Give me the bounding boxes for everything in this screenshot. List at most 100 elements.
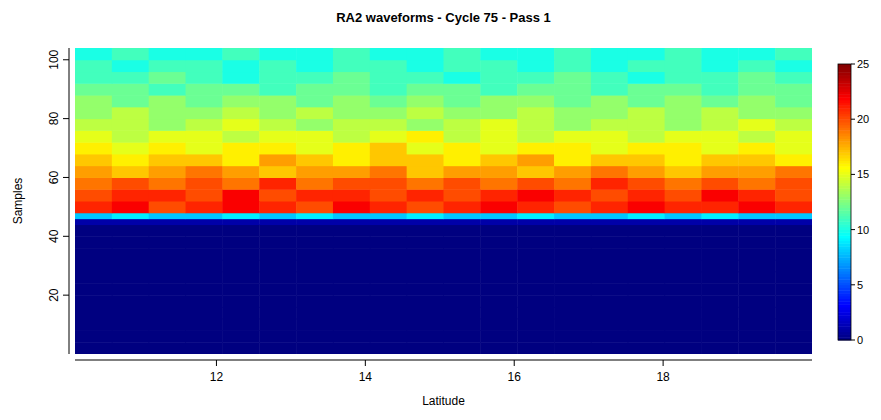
cell: [222, 201, 259, 213]
cell: [591, 219, 628, 225]
cell: [407, 142, 444, 154]
cell: [480, 189, 517, 201]
cell: [738, 225, 775, 237]
cell: [628, 295, 665, 307]
y-tick-label: 100: [47, 49, 61, 69]
cell: [186, 119, 223, 131]
cell: [333, 154, 370, 166]
cell: [149, 83, 186, 95]
cell: [149, 342, 186, 354]
cell: [333, 307, 370, 319]
cell: [665, 72, 702, 84]
cell: [775, 342, 812, 354]
cell: [222, 72, 259, 84]
cell: [296, 236, 333, 248]
cell: [407, 248, 444, 260]
cell: [370, 48, 407, 60]
cell: [701, 72, 738, 84]
colorbar-tick: [851, 284, 855, 285]
cell: [75, 219, 112, 225]
cell: [554, 177, 591, 189]
cell: [554, 330, 591, 342]
x-tick-label: 12: [210, 370, 224, 384]
cell: [112, 307, 149, 319]
cell: [738, 166, 775, 178]
cell: [665, 248, 702, 260]
cell: [738, 107, 775, 119]
cell: [296, 48, 333, 60]
cell: [222, 319, 259, 331]
cell: [112, 330, 149, 342]
cell: [149, 177, 186, 189]
cell: [333, 272, 370, 284]
cell: [370, 283, 407, 295]
cell: [75, 177, 112, 189]
cell: [75, 213, 112, 219]
cell: [444, 248, 481, 260]
cell: [75, 72, 112, 84]
cell: [628, 319, 665, 331]
cell: [591, 295, 628, 307]
cell: [149, 201, 186, 213]
cell: [259, 272, 296, 284]
cell: [75, 130, 112, 142]
cell: [701, 177, 738, 189]
cell: [296, 107, 333, 119]
cell: [554, 225, 591, 237]
cell: [775, 201, 812, 213]
cell: [554, 107, 591, 119]
cell: [554, 189, 591, 201]
cell: [112, 319, 149, 331]
cell: [222, 83, 259, 95]
cell: [186, 130, 223, 142]
cell: [701, 107, 738, 119]
cell: [665, 48, 702, 60]
cell: [517, 236, 554, 248]
cell: [112, 142, 149, 154]
cell: [333, 60, 370, 72]
cell: [591, 260, 628, 272]
cell: [259, 83, 296, 95]
cell: [370, 130, 407, 142]
cell: [775, 83, 812, 95]
cell: [444, 83, 481, 95]
cell: [517, 272, 554, 284]
y-tick: [63, 59, 69, 60]
cell: [296, 295, 333, 307]
cell: [75, 83, 112, 95]
cell: [665, 330, 702, 342]
cell: [480, 330, 517, 342]
cell: [149, 236, 186, 248]
cell: [149, 60, 186, 72]
cell: [112, 219, 149, 225]
cell: [407, 225, 444, 237]
cell: [112, 60, 149, 72]
cell: [407, 307, 444, 319]
cell: [149, 130, 186, 142]
cell: [149, 219, 186, 225]
cell: [222, 95, 259, 107]
cell: [517, 330, 554, 342]
cell: [444, 60, 481, 72]
cell: [186, 201, 223, 213]
cell: [149, 272, 186, 284]
colorbar-tick: [851, 229, 855, 230]
cell: [517, 95, 554, 107]
cell: [480, 283, 517, 295]
cell: [701, 248, 738, 260]
cells: [75, 48, 812, 354]
cell: [517, 307, 554, 319]
cell: [222, 130, 259, 142]
cell: [665, 307, 702, 319]
colorbar-tick-label: 20: [857, 113, 869, 125]
cell: [112, 342, 149, 354]
cell: [591, 83, 628, 95]
cell: [517, 225, 554, 237]
cell: [112, 272, 149, 284]
cell: [222, 107, 259, 119]
cell: [370, 154, 407, 166]
cell: [259, 342, 296, 354]
cell: [407, 107, 444, 119]
cell: [775, 330, 812, 342]
cell: [738, 248, 775, 260]
